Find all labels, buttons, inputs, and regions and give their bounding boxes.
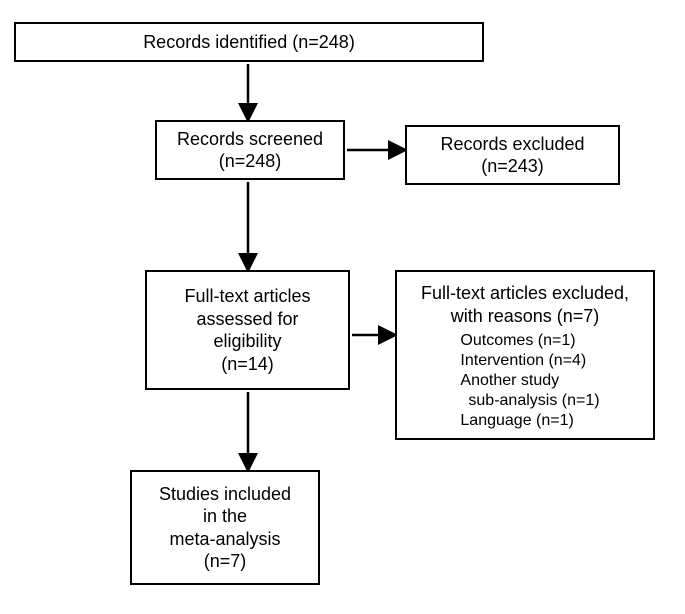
node-screened: Records screened (n=248) — [155, 120, 345, 180]
node-fulltext-line1: Full-text articles — [184, 285, 310, 308]
node-ft-excluded-title2: with reasons (n=7) — [451, 305, 600, 328]
node-included-line4: (n=7) — [204, 550, 247, 573]
node-ft-excluded-title1: Full-text articles excluded, — [421, 282, 629, 305]
node-fulltext: Full-text articles assessed for eligibil… — [145, 270, 350, 390]
ft-excluded-sub4: sub-analysis (n=1) — [460, 391, 599, 411]
node-screened-line2: (n=248) — [219, 150, 282, 173]
node-fulltext-line4: (n=14) — [221, 353, 274, 376]
ft-excluded-sub1: Outcomes (n=1) — [460, 331, 599, 351]
node-included: Studies included in the meta-analysis (n… — [130, 470, 320, 585]
node-fulltext-line3: eligibility — [213, 330, 281, 353]
flowchart-canvas: Records identified (n=248) Records scree… — [0, 0, 685, 614]
node-included-line3: meta-analysis — [169, 528, 280, 551]
node-excluded-line2: (n=243) — [481, 155, 544, 178]
node-excluded-line1: Records excluded — [440, 133, 584, 156]
node-identified: Records identified (n=248) — [14, 22, 484, 62]
node-included-line1: Studies included — [159, 483, 291, 506]
node-identified-label: Records identified (n=248) — [143, 31, 355, 54]
node-screened-line1: Records screened — [177, 128, 323, 151]
ft-excluded-sub5: Language (n=1) — [460, 411, 599, 431]
ft-excluded-sub2: Intervention (n=4) — [460, 351, 599, 371]
node-ft-excluded: Full-text articles excluded, with reason… — [395, 270, 655, 440]
node-fulltext-line2: assessed for — [196, 308, 298, 331]
node-ft-excluded-reasons: Outcomes (n=1) Intervention (n=4) Anothe… — [460, 331, 599, 431]
node-excluded: Records excluded (n=243) — [405, 125, 620, 185]
node-included-line2: in the — [203, 505, 247, 528]
ft-excluded-sub3: Another study — [460, 371, 599, 391]
